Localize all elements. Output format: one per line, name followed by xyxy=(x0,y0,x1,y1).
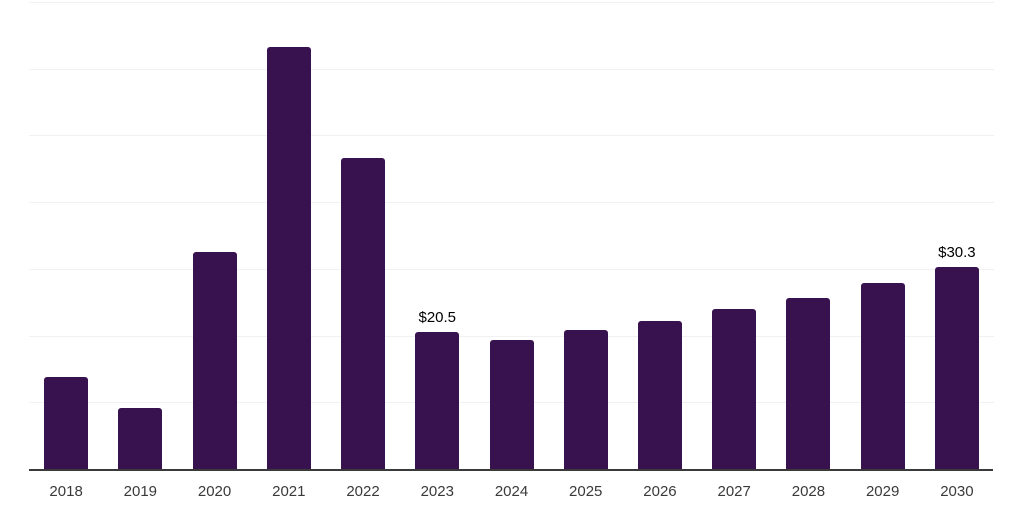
x-tick-label-2021: 2021 xyxy=(272,483,306,500)
bar-2025 xyxy=(563,330,608,469)
bar-2024 xyxy=(489,340,534,469)
x-tick-label-2025: 2025 xyxy=(569,483,603,500)
data-label-2023: $20.5 xyxy=(418,309,457,327)
gridline xyxy=(29,2,994,3)
x-tick-label-2023: 2023 xyxy=(420,483,454,500)
gridline xyxy=(29,268,994,270)
gridline xyxy=(29,135,994,137)
x-tick-label-2018: 2018 xyxy=(49,483,83,500)
gridline xyxy=(29,202,994,204)
x-tick-label-2024: 2024 xyxy=(494,483,529,500)
x-tick-label-2029: 2029 xyxy=(865,483,900,500)
bar-2022 xyxy=(341,158,386,469)
bar-2021 xyxy=(266,47,311,469)
x-tick-label-2019: 2019 xyxy=(123,483,158,500)
x-tick-label-2022: 2022 xyxy=(346,483,380,500)
bar-2023 xyxy=(415,332,460,469)
bar-2027 xyxy=(712,308,757,469)
data-label-2030: $30.3 xyxy=(938,243,976,261)
bar-2028 xyxy=(786,297,831,469)
x-tick-label-2020: 2020 xyxy=(197,483,232,500)
bar-2020 xyxy=(192,252,237,469)
x-tick-label-2026: 2026 xyxy=(643,483,677,500)
x-tick-label-2030: 2030 xyxy=(940,483,974,500)
x-tick-label-2028: 2028 xyxy=(791,483,826,500)
bar-2030 xyxy=(934,266,979,469)
gridline xyxy=(29,335,994,337)
gridline xyxy=(29,68,994,70)
x-tick-label-2027: 2027 xyxy=(717,483,751,500)
bar-2018 xyxy=(44,376,89,469)
bar-2026 xyxy=(637,320,682,469)
bar-2029 xyxy=(860,282,905,469)
x-axis-line xyxy=(29,469,993,471)
bar-2019 xyxy=(118,407,163,469)
